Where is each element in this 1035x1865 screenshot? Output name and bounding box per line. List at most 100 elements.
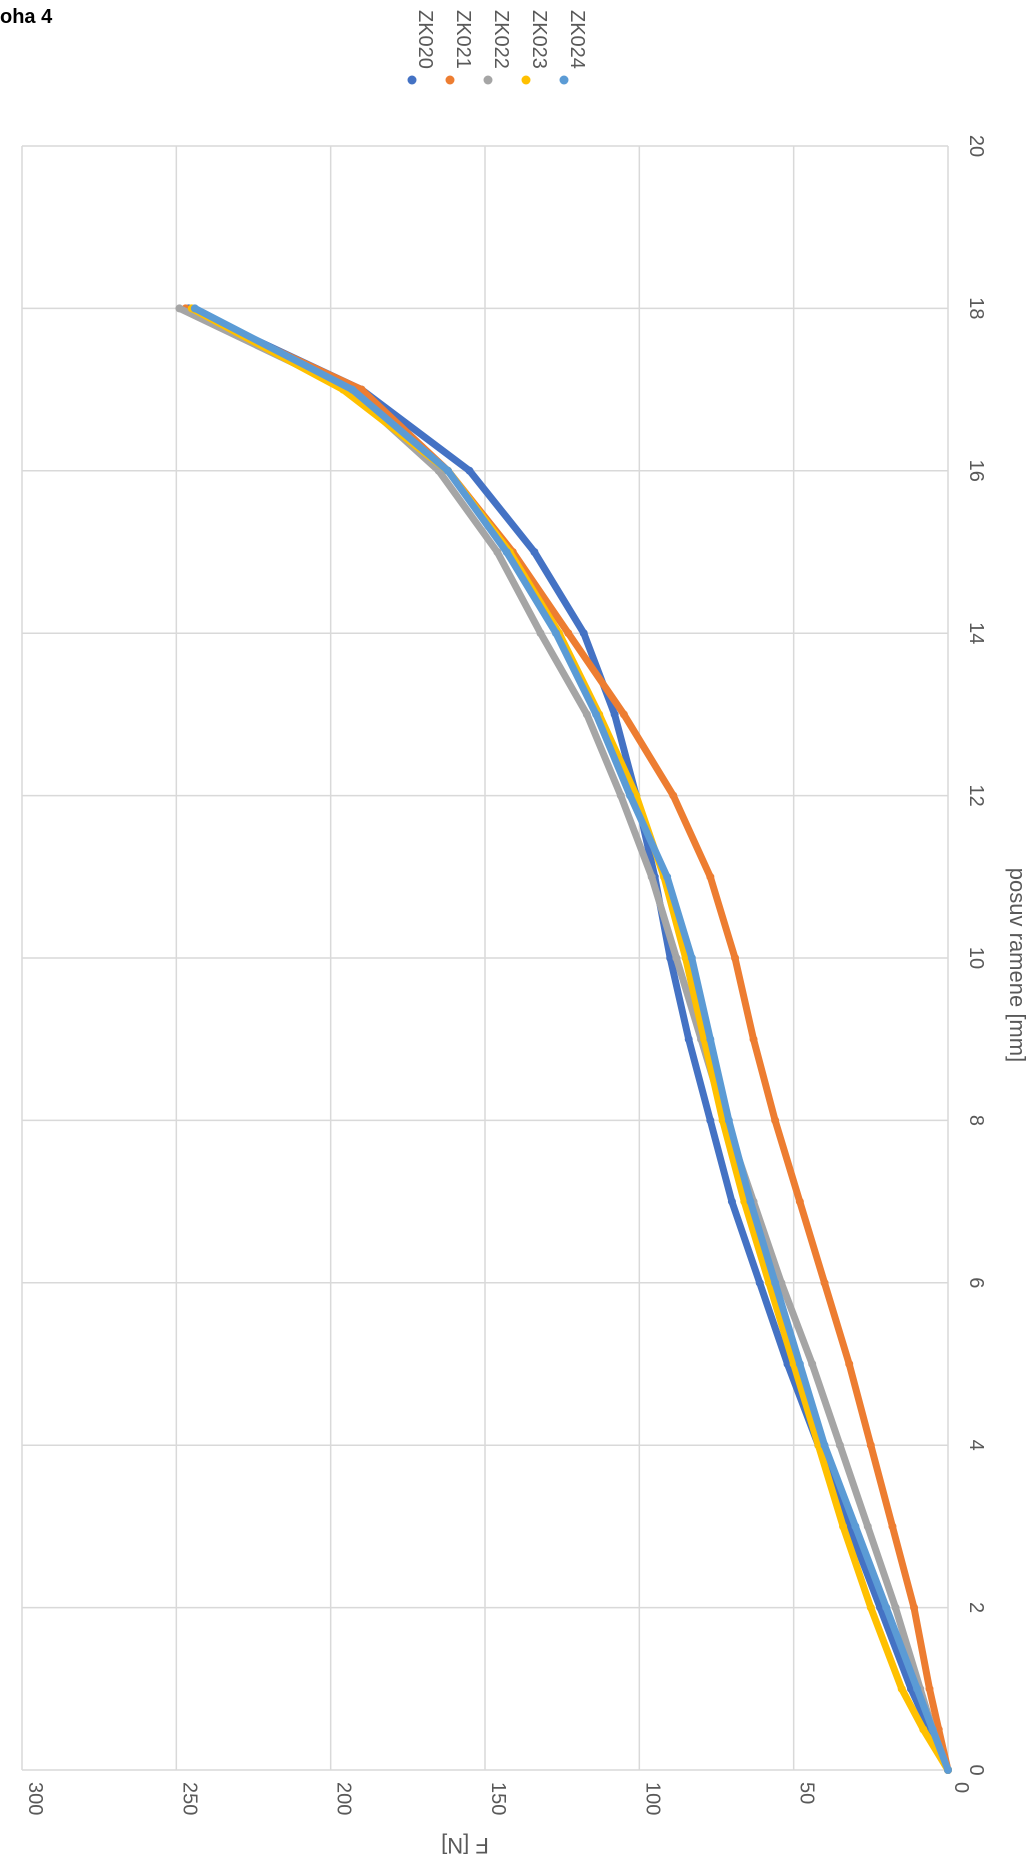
- y-tick-label: 100: [641, 1782, 663, 1815]
- legend-marker: [407, 75, 417, 85]
- data-point-ZK021: [925, 1684, 934, 1693]
- data-point-ZK022: [582, 710, 591, 719]
- data-point-ZK020: [755, 1278, 764, 1287]
- data-point-ZK024: [551, 629, 560, 638]
- data-point-ZK024: [190, 304, 199, 313]
- series-line-ZK023: [188, 304, 952, 1774]
- y-tick-label: 300: [24, 1782, 46, 1815]
- data-point-ZK024: [706, 1035, 715, 1044]
- data-point-ZK024: [746, 1197, 755, 1206]
- data-point-ZK024: [724, 1116, 733, 1125]
- data-point-ZK022: [863, 1522, 872, 1531]
- data-point-ZK021: [619, 710, 628, 719]
- data-point-ZK021: [564, 629, 573, 638]
- data-point-ZK024: [944, 1766, 952, 1774]
- data-point-ZK022: [647, 872, 656, 881]
- series-line-ZK024: [191, 304, 952, 1774]
- y-axis-title: F [N]: [441, 1833, 489, 1858]
- y-tick-label: 150: [487, 1782, 509, 1815]
- data-point-ZK024: [851, 1522, 860, 1531]
- data-point-ZK023: [897, 1684, 906, 1693]
- data-point-ZK024: [502, 548, 511, 556]
- legend-item-ZK023: ZK023: [521, 10, 550, 85]
- legend-item-ZK021: ZK021: [445, 10, 474, 85]
- page-title: oha 4: [0, 6, 53, 28]
- data-point-ZK024: [795, 1360, 804, 1368]
- legend-item-ZK022: ZK022: [483, 10, 512, 85]
- legend-label: ZK022: [490, 10, 512, 69]
- series-ZK022: [175, 304, 952, 1774]
- legend-marker: [559, 75, 569, 85]
- data-point-ZK024: [882, 1603, 891, 1612]
- data-point-ZK024: [663, 872, 672, 881]
- x-tick-label: 4: [965, 1440, 987, 1451]
- data-point-ZK020: [579, 629, 588, 638]
- x-tick-label: 6: [965, 1277, 987, 1288]
- series-line-ZK021: [182, 304, 952, 1774]
- x-tick-label: 8: [965, 1115, 987, 1126]
- x-tick-label: 0: [965, 1764, 987, 1775]
- data-point-ZK022: [672, 954, 681, 962]
- legend-label: ZK024: [566, 10, 588, 69]
- series-line-ZK020: [185, 304, 952, 1774]
- x-tick-label: 18: [965, 297, 987, 319]
- series-line-ZK022: [175, 304, 952, 1774]
- x-tick-label: 16: [965, 460, 987, 482]
- data-point-ZK024: [771, 1278, 780, 1287]
- data-point-ZK023: [919, 1725, 928, 1734]
- series-ZK023: [187, 304, 952, 1774]
- data-point-ZK021: [706, 872, 715, 881]
- data-point-ZK023: [700, 1035, 709, 1044]
- series-ZK024: [190, 304, 952, 1774]
- data-point-ZK021: [845, 1360, 854, 1368]
- legend-label: ZK020: [414, 10, 436, 69]
- data-point-ZK020: [465, 466, 474, 475]
- data-point-ZK023: [839, 1522, 848, 1531]
- legend-item-ZK024: ZK024: [559, 10, 588, 85]
- gridlines: [21, 145, 949, 1771]
- data-point-ZK022: [175, 304, 184, 313]
- x-tick-label: 10: [965, 947, 987, 969]
- x-tick-label: 2: [965, 1602, 987, 1613]
- legend-item-ZK020: ZK020: [407, 10, 436, 85]
- x-tick-label: 12: [965, 784, 987, 806]
- data-point-ZK021: [771, 1116, 780, 1125]
- y-tick-label: 0: [950, 1782, 972, 1793]
- legend-label: ZK023: [528, 10, 550, 69]
- x-tick-label: 14: [965, 622, 987, 644]
- data-point-ZK024: [443, 466, 452, 475]
- data-point-ZK021: [866, 1441, 875, 1450]
- legend-marker: [483, 75, 493, 85]
- legend-label: ZK021: [452, 10, 474, 69]
- data-point-ZK024: [626, 791, 635, 800]
- data-point-ZK024: [913, 1684, 922, 1693]
- y-tick-label: 250: [178, 1782, 200, 1815]
- y-tick-label: 200: [333, 1782, 355, 1815]
- data-point-ZK022: [493, 548, 502, 556]
- x-tick-label: 20: [965, 135, 987, 157]
- data-point-ZK024: [820, 1441, 829, 1450]
- data-point-ZK021: [795, 1197, 804, 1206]
- series-layer: [175, 304, 952, 1774]
- legend: ZK020 ZK021 ZK022 ZK023 ZK024: [407, 10, 588, 85]
- data-point-ZK022: [616, 791, 625, 800]
- data-point-ZK024: [687, 954, 696, 962]
- data-point-ZK021: [731, 954, 740, 962]
- data-point-ZK020: [727, 1197, 736, 1206]
- data-point-ZK023: [718, 1116, 727, 1125]
- data-point-ZK022: [808, 1360, 817, 1368]
- data-point-ZK021: [910, 1603, 919, 1612]
- data-point-ZK024: [348, 385, 357, 394]
- data-point-ZK022: [891, 1603, 900, 1612]
- data-point-ZK021: [669, 791, 678, 800]
- data-point-ZK022: [835, 1441, 844, 1450]
- data-point-ZK023: [866, 1603, 875, 1612]
- data-point-ZK024: [928, 1725, 937, 1734]
- data-point-ZK021: [820, 1278, 829, 1287]
- data-point-ZK021: [888, 1522, 897, 1531]
- x-axis-title: posuv ramene [mm]: [1005, 868, 1030, 1062]
- data-point-ZK024: [592, 710, 601, 719]
- data-point-ZK020: [706, 1116, 715, 1125]
